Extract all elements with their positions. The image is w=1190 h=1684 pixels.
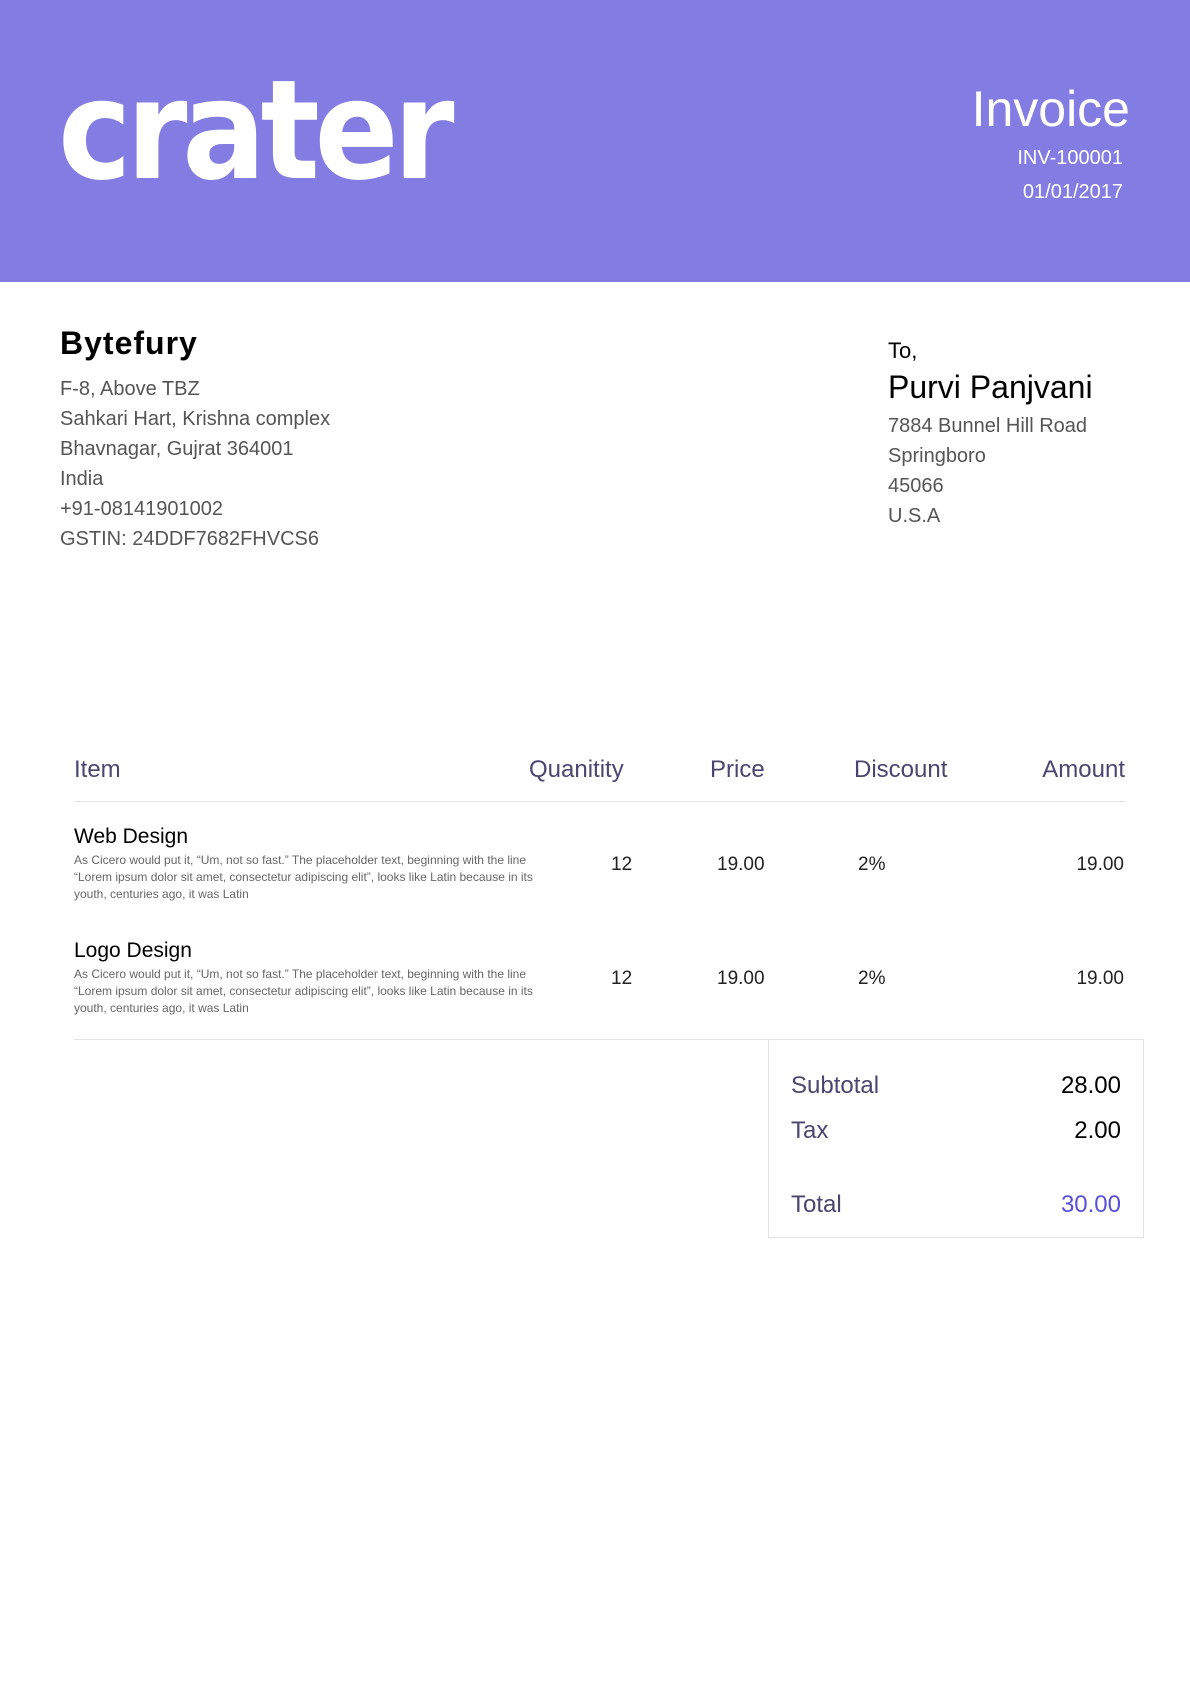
billing-address-line: Springboro (888, 445, 986, 467)
item-amount: 19.00 (1076, 968, 1124, 989)
billing-address-line: 7884 Bunnel Hill Road (888, 415, 1088, 437)
company-address-line: Bhavnagar, Gujrat 364001 (60, 438, 294, 460)
billing-label: To, (888, 338, 918, 363)
item-price: 19.00 (717, 968, 765, 989)
company-address-line: Sahkari Hart, Krishna complex (60, 408, 331, 430)
header-item: Item (74, 756, 121, 783)
invoice-date: 01/01/2017 (1022, 181, 1123, 203)
header-amount: Amount (1042, 756, 1125, 783)
company-name: Bytefury (60, 325, 198, 361)
item-quantity: 12 (611, 968, 633, 989)
header-divider (74, 801, 1126, 802)
header-price: Price (710, 756, 765, 783)
tax-label: Tax (791, 1117, 829, 1144)
total-label: Total (791, 1191, 842, 1218)
tax-value: 2.00 (1074, 1117, 1121, 1144)
invoice-title: Invoice (971, 81, 1130, 137)
subtotal-label: Subtotal (791, 1072, 880, 1099)
totals-box: Subtotal 28.00 Tax 2.00 Total 30.00 (768, 1039, 1144, 1238)
company-address-line: F-8, Above TBZ (60, 378, 200, 400)
billing-address-line: 45066 (888, 475, 944, 497)
table-bottom-divider (74, 1039, 768, 1040)
subtotal-value: 28.00 (1060, 1072, 1121, 1099)
item-discount: 2% (858, 968, 886, 989)
item-price: 19.00 (717, 854, 765, 875)
item-quantity: 12 (611, 854, 633, 875)
item-description: As Cicero would put it, “Um, not so fast… (74, 967, 533, 1015)
item-name: Logo Design (74, 939, 192, 962)
item-amount: 19.00 (1076, 854, 1124, 875)
invoice-header: crater Invoice INV-100001 01/01/2017 (0, 0, 1190, 282)
item-name: Web Design (74, 825, 189, 848)
company-address-line: India (60, 468, 104, 490)
item-description: As Cicero would put it, “Um, not so fast… (74, 853, 533, 901)
billing-name: Purvi Panjvani (888, 369, 1093, 405)
total-value: 30.00 (1060, 1191, 1121, 1218)
header-quantity: Quanitity (529, 756, 624, 783)
crater-logo: crater (58, 50, 455, 211)
company-gstin: GSTIN: 24DDF7682FHVCS6 (60, 528, 319, 550)
item-discount: 2% (858, 854, 886, 875)
billing-address-line: U.S.A (888, 505, 941, 527)
invoice-number: INV-100001 (1017, 147, 1123, 169)
header-discount: Discount (854, 756, 948, 783)
company-phone: +91-08141901002 (60, 498, 223, 520)
